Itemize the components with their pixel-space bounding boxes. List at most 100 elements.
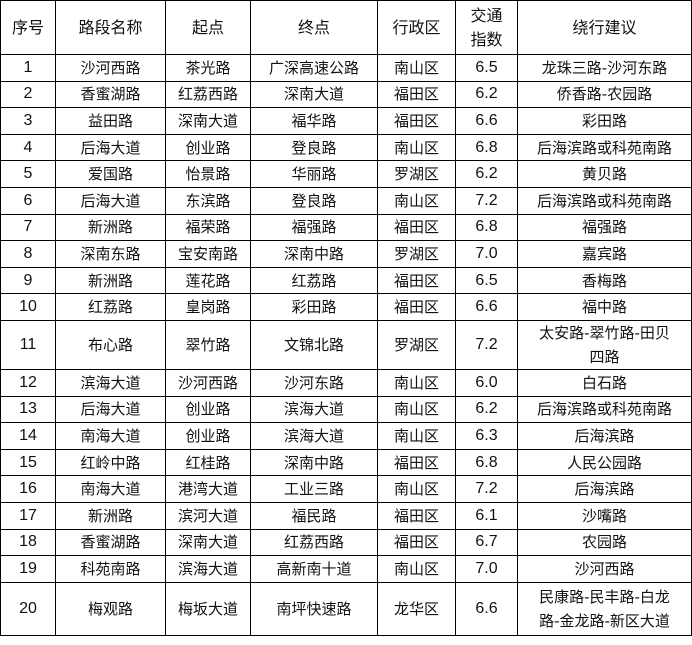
cell-index: 20 <box>0 581 56 636</box>
cell-district: 罗湖区 <box>377 160 456 188</box>
cell-traffic-index: 6.5 <box>455 54 518 82</box>
header-road-name: 路段名称 <box>55 0 166 55</box>
cell-index: 11 <box>0 319 56 370</box>
cell-index: 4 <box>0 133 56 162</box>
cell-road-name: 香蜜湖路 <box>55 80 166 109</box>
cell-traffic-index: 6.2 <box>455 160 518 188</box>
cell-detour: 彩田路 <box>517 107 692 135</box>
cell-district: 福田区 <box>377 80 456 109</box>
table-row: 11 布心路 翠竹路 文锦北路 罗湖区 7.2 太安路-翠竹路-田贝四路 <box>0 319 692 370</box>
table-row: 1 沙河西路 茶光路 广深高速公路 南山区 6.5 龙珠三路-沙河东路 <box>0 54 692 82</box>
cell-traffic-index: 7.2 <box>455 475 518 503</box>
table-row: 20 梅观路 梅坂大道 南坪快速路 龙华区 6.6 民康路-民丰路-白龙路-金龙路-新区大道 <box>0 581 692 636</box>
cell-index: 1 <box>0 54 56 82</box>
cell-end: 南坪快速路 <box>250 581 378 636</box>
cell-end: 深南中路 <box>250 240 378 268</box>
cell-traffic-index: 7.2 <box>455 319 518 370</box>
cell-start: 梅坂大道 <box>165 581 251 636</box>
cell-district: 南山区 <box>377 186 456 215</box>
cell-road-name: 红岭中路 <box>55 448 166 477</box>
table-row: 10 红荔路 皇岗路 彩田路 福田区 6.6 福中路 <box>0 293 692 321</box>
cell-district: 福田区 <box>377 107 456 135</box>
cell-detour: 白石路 <box>517 368 692 397</box>
cell-index: 5 <box>0 160 56 188</box>
cell-start: 茶光路 <box>165 54 251 82</box>
header-end: 终点 <box>250 0 378 55</box>
cell-district: 罗湖区 <box>377 319 456 370</box>
cell-road-name: 新洲路 <box>55 501 166 530</box>
cell-traffic-index: 6.3 <box>455 422 518 450</box>
table-row: 7 新洲路 福荣路 福强路 福田区 6.8 福强路 <box>0 213 692 242</box>
cell-start: 东滨路 <box>165 186 251 215</box>
cell-detour: 后海滨路或科苑南路 <box>517 133 692 162</box>
table-row: 13 后海大道 创业路 滨海大道 南山区 6.2 后海滨路或科苑南路 <box>0 395 692 424</box>
cell-index: 13 <box>0 395 56 424</box>
cell-detour: 龙珠三路-沙河东路 <box>517 54 692 82</box>
cell-district: 南山区 <box>377 555 456 583</box>
cell-district: 福田区 <box>377 213 456 242</box>
cell-end: 登良路 <box>250 133 378 162</box>
cell-start: 创业路 <box>165 395 251 424</box>
cell-end: 福华路 <box>250 107 378 135</box>
cell-index: 19 <box>0 555 56 583</box>
cell-detour: 太安路-翠竹路-田贝四路 <box>517 319 692 370</box>
cell-start: 莲花路 <box>165 266 251 295</box>
cell-detour: 侨香路-农园路 <box>517 80 692 109</box>
cell-road-name: 南海大道 <box>55 475 166 503</box>
cell-index: 16 <box>0 475 56 503</box>
table-row: 8 深南东路 宝安南路 深南中路 罗湖区 7.0 嘉宾路 <box>0 240 692 268</box>
table-row: 2 香蜜湖路 红荔西路 深南大道 福田区 6.2 侨香路-农园路 <box>0 80 692 109</box>
cell-end: 红荔西路 <box>250 528 378 557</box>
cell-start: 宝安南路 <box>165 240 251 268</box>
table-row: 3 益田路 深南大道 福华路 福田区 6.6 彩田路 <box>0 107 692 135</box>
cell-traffic-index: 7.2 <box>455 186 518 215</box>
cell-index: 8 <box>0 240 56 268</box>
cell-road-name: 后海大道 <box>55 133 166 162</box>
header-row: 序号 路段名称 起点 终点 行政区 交通指数 绕行建议 <box>0 0 692 55</box>
cell-district: 福田区 <box>377 528 456 557</box>
cell-index: 2 <box>0 80 56 109</box>
table-row: 14 南海大道 创业路 滨海大道 南山区 6.3 后海滨路 <box>0 422 692 450</box>
cell-index: 18 <box>0 528 56 557</box>
cell-detour: 人民公园路 <box>517 448 692 477</box>
cell-traffic-index: 6.7 <box>455 528 518 557</box>
cell-district: 南山区 <box>377 54 456 82</box>
cell-road-name: 后海大道 <box>55 186 166 215</box>
cell-district: 福田区 <box>377 293 456 321</box>
cell-road-name: 科苑南路 <box>55 555 166 583</box>
cell-index: 15 <box>0 448 56 477</box>
cell-end: 滨海大道 <box>250 422 378 450</box>
cell-road-name: 深南东路 <box>55 240 166 268</box>
cell-traffic-index: 6.2 <box>455 80 518 109</box>
cell-start: 福荣路 <box>165 213 251 242</box>
cell-start: 深南大道 <box>165 528 251 557</box>
cell-end: 福民路 <box>250 501 378 530</box>
cell-detour: 后海滨路或科苑南路 <box>517 395 692 424</box>
cell-road-name: 梅观路 <box>55 581 166 636</box>
cell-start: 深南大道 <box>165 107 251 135</box>
cell-traffic-index: 7.0 <box>455 555 518 583</box>
cell-start: 怡景路 <box>165 160 251 188</box>
cell-road-name: 新洲路 <box>55 266 166 295</box>
cell-end: 广深高速公路 <box>250 54 378 82</box>
cell-end: 华丽路 <box>250 160 378 188</box>
table-row: 18 香蜜湖路 深南大道 红荔西路 福田区 6.7 农园路 <box>0 528 692 557</box>
cell-index: 12 <box>0 368 56 397</box>
cell-end: 文锦北路 <box>250 319 378 370</box>
cell-index: 17 <box>0 501 56 530</box>
header-index: 序号 <box>0 0 56 55</box>
cell-start: 创业路 <box>165 133 251 162</box>
cell-detour: 福中路 <box>517 293 692 321</box>
table-row: 15 红岭中路 红桂路 深南中路 福田区 6.8 人民公园路 <box>0 448 692 477</box>
cell-detour: 后海滨路 <box>517 475 692 503</box>
cell-detour: 农园路 <box>517 528 692 557</box>
cell-road-name: 沙河西路 <box>55 54 166 82</box>
cell-detour: 黄贝路 <box>517 160 692 188</box>
cell-district: 福田区 <box>377 266 456 295</box>
cell-traffic-index: 6.8 <box>455 213 518 242</box>
cell-start: 创业路 <box>165 422 251 450</box>
cell-start: 翠竹路 <box>165 319 251 370</box>
cell-traffic-index: 6.6 <box>455 107 518 135</box>
cell-start: 滨海大道 <box>165 555 251 583</box>
